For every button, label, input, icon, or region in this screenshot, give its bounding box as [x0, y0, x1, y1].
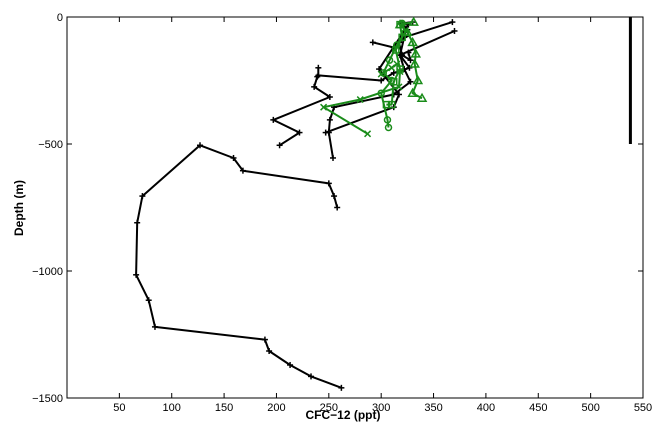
data-point — [407, 57, 414, 64]
x-tick-label: 400 — [477, 402, 495, 414]
series-2 — [270, 73, 333, 149]
data-point — [407, 78, 414, 85]
data-point — [331, 193, 338, 200]
data-point — [402, 26, 413, 36]
data-point — [325, 180, 332, 187]
data-point — [276, 142, 283, 149]
series-1 — [133, 142, 345, 391]
data-point — [389, 78, 398, 86]
y-tick-label: −1000 — [32, 266, 63, 278]
data-point — [406, 64, 413, 71]
x-tick-label: 250 — [320, 402, 338, 414]
x-tick-label: 500 — [581, 402, 599, 414]
x-tick-label: 100 — [163, 402, 181, 414]
data-point — [410, 48, 422, 58]
data-point — [334, 204, 341, 211]
data-point — [416, 92, 428, 103]
data-point — [378, 77, 385, 84]
data-point — [408, 16, 419, 26]
data-point — [394, 19, 406, 29]
data-point — [393, 60, 401, 68]
data-point — [392, 46, 400, 54]
series-13 — [377, 60, 401, 78]
data-point — [369, 39, 376, 46]
x-tick-label: 200 — [267, 402, 285, 414]
data-point — [230, 154, 237, 161]
x-tick-label: 50 — [113, 402, 125, 414]
data-point — [377, 70, 385, 78]
data-point — [382, 100, 391, 109]
data-point — [326, 94, 333, 101]
data-point — [412, 74, 424, 85]
y-axis-label: Depth (m) — [12, 180, 26, 236]
data-point — [388, 64, 396, 72]
data-point — [134, 219, 141, 226]
y-tick-label: −1500 — [32, 393, 63, 405]
data-point — [385, 56, 394, 64]
data-point — [145, 297, 152, 304]
data-point — [398, 33, 406, 42]
data-point — [356, 96, 364, 104]
x-tick-label: 550 — [634, 402, 652, 414]
data-point — [266, 348, 273, 355]
data-point — [396, 65, 404, 73]
data-point — [330, 154, 337, 161]
data-point — [315, 72, 322, 79]
data-point — [405, 49, 412, 56]
series-4 — [322, 21, 412, 136]
data-point — [133, 271, 140, 278]
x-axis-label: CFC−12 (ppt) — [306, 408, 381, 422]
data-point — [451, 27, 458, 34]
x-tick-label: 300 — [372, 402, 390, 414]
series-12 — [394, 16, 428, 103]
data-point — [197, 142, 204, 149]
series-line — [272, 76, 331, 147]
data-point — [326, 116, 333, 123]
data-point — [322, 129, 329, 136]
data-point — [407, 87, 418, 97]
data-point — [296, 129, 303, 136]
y-tick-label: −500 — [38, 139, 63, 151]
data-point — [407, 36, 418, 47]
x-tick-label: 350 — [424, 402, 442, 414]
data-point — [320, 103, 328, 111]
data-point — [409, 58, 420, 68]
data-point — [377, 89, 385, 97]
x-tick-label: 450 — [529, 402, 547, 414]
series-line — [135, 144, 342, 389]
data-point — [383, 116, 392, 124]
data-point — [384, 123, 393, 132]
x-tick-label: 150 — [215, 402, 233, 414]
data-point — [449, 19, 456, 26]
data-point — [395, 91, 402, 98]
data-point — [315, 64, 322, 71]
data-point — [387, 100, 396, 109]
y-tick-label: 0 — [57, 12, 63, 24]
data-point — [364, 130, 372, 138]
data-point — [287, 361, 294, 368]
data-point — [399, 52, 406, 59]
data-point — [311, 83, 318, 90]
series-line — [386, 24, 404, 106]
data-point — [308, 373, 315, 380]
data-point — [239, 167, 246, 174]
data-point — [151, 323, 158, 330]
plot-area — [66, 16, 644, 399]
data-point — [139, 193, 146, 200]
data-point — [261, 336, 268, 343]
data-point — [338, 384, 345, 391]
data-point — [270, 116, 277, 123]
